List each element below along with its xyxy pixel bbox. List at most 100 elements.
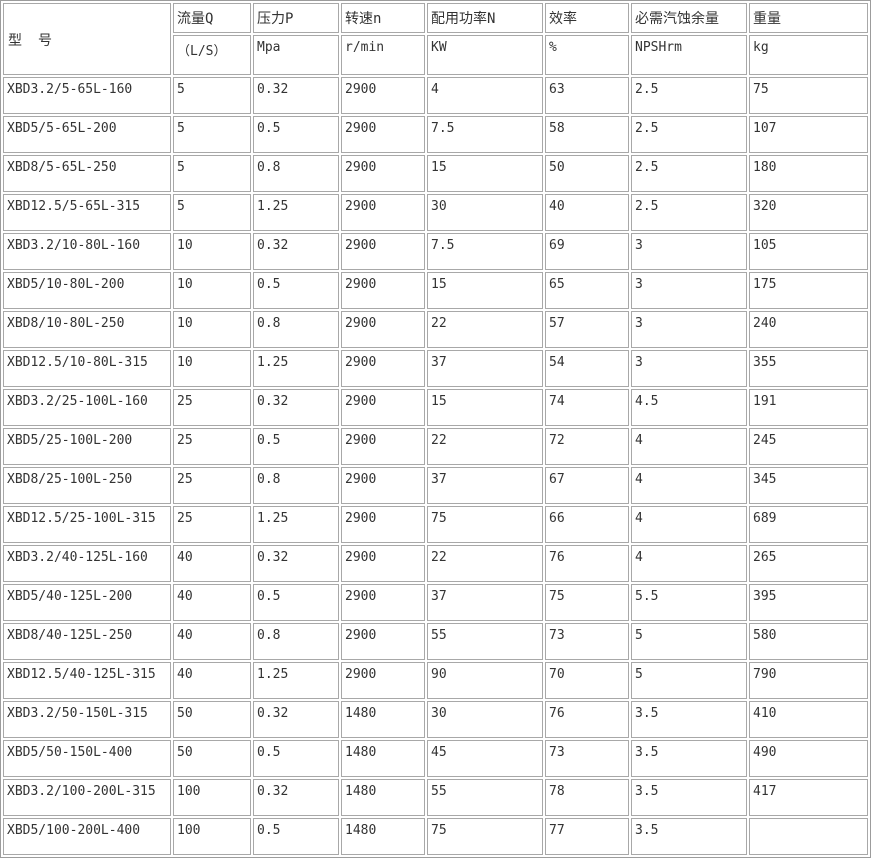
unit-pressure: Mpa bbox=[253, 35, 339, 75]
npsh-cell: 3 bbox=[631, 311, 747, 348]
model-cell: XBD5/40-125L-200 bbox=[3, 584, 171, 621]
table-row: XBD8/25-100L-250 25 0.8 2900 37 67 4 345 bbox=[3, 467, 868, 504]
table-row: XBD3.2/10-80L-160 10 0.32 2900 7.5 69 3 105 bbox=[3, 233, 868, 270]
model-cell: XBD3.2/50-150L-315 bbox=[3, 701, 171, 738]
table-row: XBD5/50-150L-400 50 0.5 1480 45 73 3.5 490 bbox=[3, 740, 868, 777]
npsh-cell: 4 bbox=[631, 545, 747, 582]
table-row: XBD5/25-100L-200 25 0.5 2900 22 72 4 245 bbox=[3, 428, 868, 465]
pressure-cell: 0.32 bbox=[253, 545, 339, 582]
weight-cell: 240 bbox=[749, 311, 868, 348]
power-cell: 45 bbox=[427, 740, 543, 777]
weight-cell: 490 bbox=[749, 740, 868, 777]
pressure-cell: 0.5 bbox=[253, 584, 339, 621]
speed-cell: 2900 bbox=[341, 272, 425, 309]
npsh-cell: 5.5 bbox=[631, 584, 747, 621]
unit-efficiency: % bbox=[545, 35, 629, 75]
model-cell: XBD12.5/25-100L-315 bbox=[3, 506, 171, 543]
flow-cell: 10 bbox=[173, 350, 251, 387]
weight-cell: 345 bbox=[749, 467, 868, 504]
efficiency-cell: 72 bbox=[545, 428, 629, 465]
col-header-weight: 重量 bbox=[749, 3, 868, 33]
efficiency-cell: 75 bbox=[545, 584, 629, 621]
power-cell: 37 bbox=[427, 350, 543, 387]
flow-cell: 5 bbox=[173, 77, 251, 114]
flow-cell: 5 bbox=[173, 155, 251, 192]
pressure-cell: 0.32 bbox=[253, 77, 339, 114]
efficiency-cell: 69 bbox=[545, 233, 629, 270]
table-row: XBD12.5/10-80L-315 10 1.25 2900 37 54 3 355 bbox=[3, 350, 868, 387]
efficiency-cell: 76 bbox=[545, 701, 629, 738]
flow-cell: 25 bbox=[173, 428, 251, 465]
efficiency-cell: 67 bbox=[545, 467, 629, 504]
speed-cell: 1480 bbox=[341, 701, 425, 738]
unit-weight: kg bbox=[749, 35, 868, 75]
weight-cell: 395 bbox=[749, 584, 868, 621]
model-cell: XBD3.2/10-80L-160 bbox=[3, 233, 171, 270]
model-cell: XBD12.5/40-125L-315 bbox=[3, 662, 171, 699]
speed-cell: 2900 bbox=[341, 545, 425, 582]
flow-cell: 25 bbox=[173, 389, 251, 426]
table-row: XBD5/40-125L-200 40 0.5 2900 37 75 5.5 395 bbox=[3, 584, 868, 621]
unit-power: KW bbox=[427, 35, 543, 75]
col-header-power: 配用功率N bbox=[427, 3, 543, 33]
col-header-npsh: 必需汽蚀余量 bbox=[631, 3, 747, 33]
col-header-model: 型 号 bbox=[3, 3, 171, 75]
efficiency-cell: 40 bbox=[545, 194, 629, 231]
weight-cell: 790 bbox=[749, 662, 868, 699]
npsh-cell: 2.5 bbox=[631, 77, 747, 114]
model-cell: XBD8/10-80L-250 bbox=[3, 311, 171, 348]
model-cell: XBD3.2/100-200L-315 bbox=[3, 779, 171, 816]
power-cell: 30 bbox=[427, 194, 543, 231]
power-cell: 15 bbox=[427, 272, 543, 309]
power-cell: 7.5 bbox=[427, 116, 543, 153]
speed-cell: 1480 bbox=[341, 779, 425, 816]
model-cell: XBD8/25-100L-250 bbox=[3, 467, 171, 504]
efficiency-cell: 58 bbox=[545, 116, 629, 153]
power-cell: 15 bbox=[427, 389, 543, 426]
model-cell: XBD12.5/10-80L-315 bbox=[3, 350, 171, 387]
power-cell: 75 bbox=[427, 818, 543, 855]
speed-cell: 2900 bbox=[341, 116, 425, 153]
power-cell: 55 bbox=[427, 779, 543, 816]
model-cell: XBD5/10-80L-200 bbox=[3, 272, 171, 309]
efficiency-cell: 50 bbox=[545, 155, 629, 192]
weight-cell: 245 bbox=[749, 428, 868, 465]
pressure-cell: 1.25 bbox=[253, 194, 339, 231]
model-cell: XBD3.2/40-125L-160 bbox=[3, 545, 171, 582]
flow-cell: 25 bbox=[173, 467, 251, 504]
npsh-cell: 4 bbox=[631, 428, 747, 465]
efficiency-cell: 57 bbox=[545, 311, 629, 348]
efficiency-cell: 66 bbox=[545, 506, 629, 543]
model-cell: XBD5/50-150L-400 bbox=[3, 740, 171, 777]
model-cell: XBD3.2/25-100L-160 bbox=[3, 389, 171, 426]
speed-cell: 2900 bbox=[341, 311, 425, 348]
efficiency-cell: 63 bbox=[545, 77, 629, 114]
speed-cell: 2900 bbox=[341, 155, 425, 192]
power-cell: 55 bbox=[427, 623, 543, 660]
power-cell: 37 bbox=[427, 584, 543, 621]
weight-cell: 175 bbox=[749, 272, 868, 309]
npsh-cell: 4 bbox=[631, 467, 747, 504]
npsh-cell: 3 bbox=[631, 350, 747, 387]
efficiency-cell: 78 bbox=[545, 779, 629, 816]
flow-cell: 100 bbox=[173, 779, 251, 816]
efficiency-cell: 73 bbox=[545, 740, 629, 777]
pressure-cell: 0.5 bbox=[253, 116, 339, 153]
unit-speed: r/min bbox=[341, 35, 425, 75]
npsh-cell: 3 bbox=[631, 272, 747, 309]
model-cell: XBD5/100-200L-400 bbox=[3, 818, 171, 855]
speed-cell: 2900 bbox=[341, 584, 425, 621]
table-row: XBD12.5/40-125L-315 40 1.25 2900 90 70 5 790 bbox=[3, 662, 868, 699]
model-cell: XBD12.5/5-65L-315 bbox=[3, 194, 171, 231]
header-row-units: （L/S） Mpa r/min KW % NPSHrm kg bbox=[3, 35, 868, 75]
pressure-cell: 0.5 bbox=[253, 740, 339, 777]
efficiency-cell: 65 bbox=[545, 272, 629, 309]
table-header: 型 号 流量Q 压力P 转速n 配用功率N 效率 必需汽蚀余量 重量 （L/S）… bbox=[3, 3, 868, 75]
weight-cell bbox=[749, 818, 868, 855]
weight-cell: 75 bbox=[749, 77, 868, 114]
efficiency-cell: 73 bbox=[545, 623, 629, 660]
speed-cell: 2900 bbox=[341, 662, 425, 699]
weight-cell: 265 bbox=[749, 545, 868, 582]
flow-cell: 25 bbox=[173, 506, 251, 543]
speed-cell: 2900 bbox=[341, 623, 425, 660]
